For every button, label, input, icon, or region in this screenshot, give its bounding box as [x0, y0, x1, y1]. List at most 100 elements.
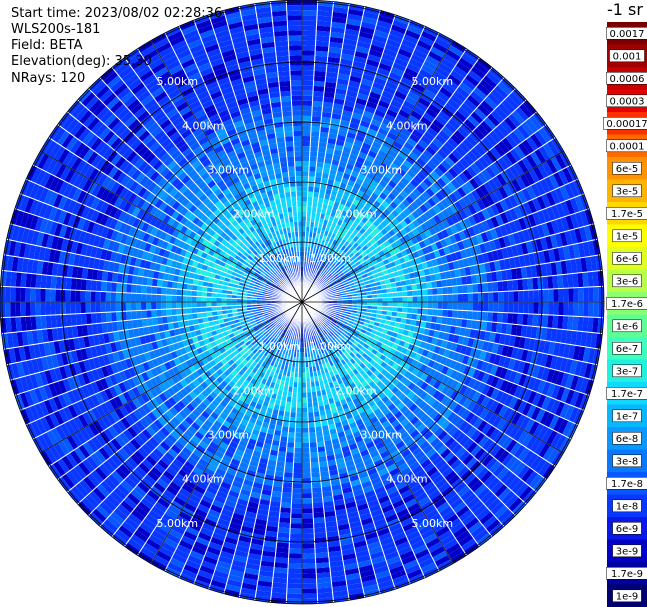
ppi-gate-cell [290, 508, 302, 514]
ppi-gate-cell [305, 236, 309, 242]
ppi-gate-cell [422, 308, 428, 316]
ppi-gate-cell [447, 309, 453, 318]
ppi-gate-cell [281, 497, 292, 504]
ppi-gate-cell [360, 78, 374, 87]
ppi-gate-cell [310, 467, 320, 473]
ppi-gate-cell [352, 242, 359, 249]
ppi-gate-cell [302, 422, 309, 428]
ppi-gate-cell [497, 81, 512, 96]
ppi-gate-cell [355, 46, 370, 54]
ppi-gate-cell [462, 138, 475, 151]
ppi-gate-cell [316, 284, 321, 289]
ppi-gate-cell [286, 442, 295, 448]
ppi-gate-cell [328, 133, 338, 140]
ppi-gate-cell [455, 86, 470, 99]
ppi-gate-cell [302, 15, 317, 21]
ppi-gate-cell [334, 247, 341, 254]
ppi-gate-cell [396, 286, 403, 292]
ppi-gate-cell [275, 547, 290, 554]
ppi-gate-cell [412, 188, 422, 198]
ppi-gate-cell [339, 156, 349, 164]
ppi-gate-cell [504, 222, 513, 236]
ppi-gate-cell [405, 260, 413, 268]
ppi-gate-cell [476, 124, 489, 137]
ppi-gate-cell [406, 284, 413, 291]
ppi-gate-cell [534, 130, 547, 146]
ppi-gate-cell [278, 522, 291, 529]
ppi-gate-cell [281, 492, 292, 498]
ppi-gate-cell [331, 113, 342, 120]
ppi-gate-cell [476, 210, 486, 223]
ppi-gate-cell [355, 97, 368, 106]
ppi-gate-cell [431, 258, 439, 267]
ppi-gate-cell [360, 270, 367, 276]
ppi-gate-cell [414, 124, 427, 135]
ppi-gate-cell [493, 188, 504, 202]
ppi-gate-cell [570, 213, 580, 229]
ppi-gate-cell [583, 302, 589, 317]
ppi-gate-cell [530, 151, 542, 167]
ppi-gate-cell [393, 184, 403, 194]
ppi-gate-cell [375, 285, 382, 291]
ppi-gate-cell [317, 202, 323, 209]
ppi-gate-cell [490, 88, 505, 103]
ppi-gate-cell [302, 70, 315, 76]
ppi-gate-cell [518, 103, 533, 119]
ppi-gate-cell [327, 282, 333, 287]
ppi-gate-cell [318, 266, 323, 272]
ppi-gate-cell [412, 250, 420, 259]
ppi-gate-cell [308, 176, 316, 182]
ppi-gate-cell [324, 278, 330, 283]
ppi-gate-cell [533, 166, 545, 181]
ppi-gate-cell [356, 92, 369, 101]
ppi-gate-cell [401, 38, 417, 50]
ppi-gate-cell [463, 98, 478, 112]
ppi-gate-cell [350, 170, 360, 178]
ppi-gate-cell [310, 216, 316, 223]
ppi-gate-cell [337, 236, 344, 243]
ppi-gate-cell [538, 289, 544, 302]
ppi-gate-cell [359, 146, 370, 155]
ppi-gate-cell [434, 272, 442, 281]
ppi-gate-cell [372, 34, 388, 44]
ppi-gate-cell [318, 255, 323, 261]
ppi-gate-cell [412, 49, 428, 60]
ppi-gate-cell [339, 182, 348, 190]
ppi-gate-cell [409, 272, 416, 279]
ppi-gate-cell [302, 120, 312, 127]
ppi-gate-cell [310, 462, 320, 468]
ppi-gate-cell [393, 118, 406, 128]
ppi-gate-cell [579, 193, 590, 211]
ppi-gate-cell [394, 57, 409, 68]
ppi-gate-cell [416, 263, 424, 271]
ppi-gate-cell [381, 175, 391, 184]
ppi-gate-cell [331, 280, 337, 285]
ppi-gate-cell [515, 176, 527, 190]
ppi-gate-cell [313, 522, 326, 529]
ppi-gate-cell [302, 588, 318, 594]
ppi-gate-cell [402, 100, 416, 111]
ppi-gate-cell [320, 177, 329, 184]
ppi-gate-cell [302, 503, 313, 509]
ppi-gate-cell [394, 90, 408, 101]
ppi-gate-cell [470, 189, 481, 202]
ppi-gate-cell [407, 252, 415, 261]
ppi-gate-cell [541, 161, 554, 177]
ppi-gate-cell [370, 163, 380, 172]
ppi-gate-cell [421, 190, 432, 201]
ppi-gate-cell [521, 139, 535, 154]
ppi-gate-cell [442, 184, 453, 196]
ppi-gate-cell [437, 287, 443, 295]
ppi-gate-cell [313, 222, 319, 229]
ppi-gate-cell [507, 312, 514, 325]
ppi-gate-cell [447, 302, 453, 310]
ppi-gate-cell [406, 182, 416, 192]
ppi-gate-cell [523, 253, 531, 267]
ppi-gate-cell [328, 284, 334, 289]
ppi-gate-cell [348, 252, 355, 259]
ppi-gate-cell [302, 130, 311, 137]
ppi-gate-cell [302, 166, 310, 172]
ppi-gate-cell [480, 196, 491, 209]
ppi-gate-cell [320, 250, 325, 256]
ppi-gate-cell [498, 302, 504, 313]
